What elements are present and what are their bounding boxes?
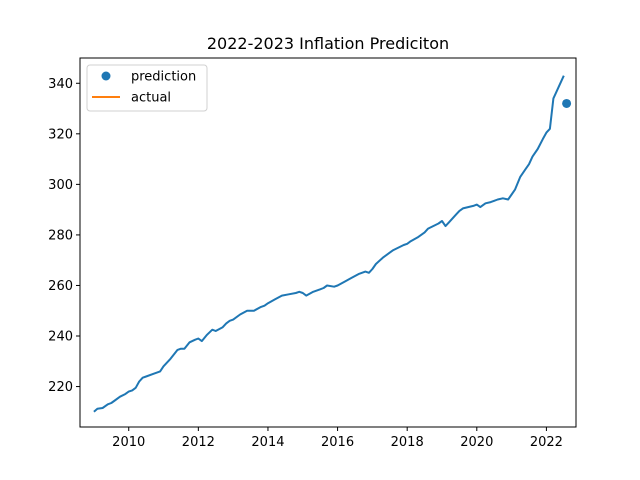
y-tick-label: 300 (48, 178, 73, 193)
legend-prediction-marker (101, 71, 111, 81)
series-line-1 (93, 75, 565, 413)
legend-prediction-label: prediction (131, 70, 196, 85)
x-tick-label: 2016 (321, 435, 354, 450)
axes: 2010 2012 2014 2016 2018 2020 2022 220 240 260 280… (48, 57, 577, 450)
prediction-point (562, 98, 572, 108)
y-tick-label: 220 (48, 380, 73, 395)
x-tick-label: 2014 (251, 435, 284, 450)
y-tick-label: 320 (48, 127, 73, 142)
chart-title: 2022-2023 Inflation Prediciton (207, 34, 449, 53)
y-tick-label: 340 (48, 77, 73, 92)
x-tick-label: 2018 (391, 435, 424, 450)
x-tick-label: 2022 (530, 435, 563, 450)
legend-actual-label: actual (131, 91, 171, 106)
y-tick-label: 240 (48, 330, 73, 345)
plot-area (93, 75, 572, 413)
axes-frame (79, 57, 577, 428)
x-tick-label: 2012 (182, 435, 215, 450)
x-tick-label: 2010 (112, 435, 145, 450)
legend-box (86, 64, 208, 112)
y-tick-label: 280 (48, 228, 73, 243)
y-tick-label: 260 (48, 279, 73, 294)
legend: prediction actual (86, 64, 208, 112)
x-tick-label: 2020 (460, 435, 493, 450)
